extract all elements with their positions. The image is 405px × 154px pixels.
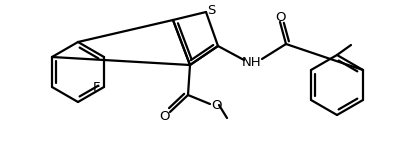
Text: O: O xyxy=(160,109,170,122)
Text: NH: NH xyxy=(242,55,262,69)
Text: S: S xyxy=(207,4,215,16)
Text: O: O xyxy=(275,10,285,24)
Text: F: F xyxy=(93,81,101,93)
Text: O: O xyxy=(211,99,221,111)
